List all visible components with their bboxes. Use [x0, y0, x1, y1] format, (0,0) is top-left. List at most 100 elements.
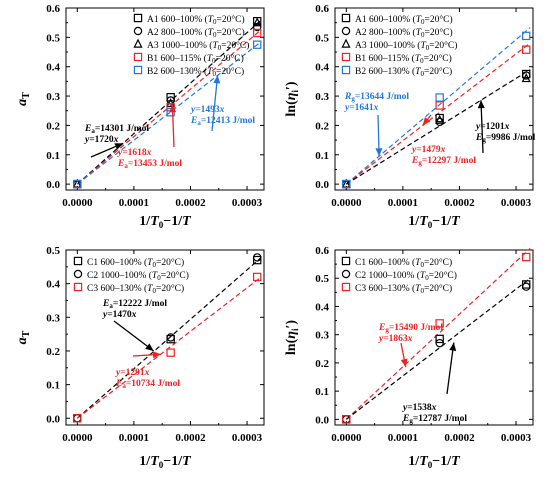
data-point — [521, 73, 531, 83]
annotation-arrowhead — [145, 343, 154, 351]
y-axis-label: aT — [15, 92, 32, 106]
annotation-text: y=1291x — [115, 368, 150, 378]
annotation-arrowhead — [114, 143, 124, 150]
annotation-text: Ea=14301 J/mol — [84, 124, 149, 135]
y-tick-label: 0.0 — [46, 179, 60, 191]
x-tick-label: 0.0000 — [331, 197, 362, 209]
x-tick-label: 0.0003 — [232, 197, 263, 209]
annotation-arrow — [480, 100, 484, 154]
data-point — [252, 17, 262, 27]
y-tick-label: 0.0 — [315, 414, 329, 426]
y-tick-label: 0.1 — [315, 386, 329, 398]
legend-entry: B2 600–130% (T0=20°C) — [147, 66, 244, 78]
fit-line — [76, 41, 262, 185]
legend-marker — [133, 38, 143, 48]
plot-frame — [334, 249, 534, 426]
legend-entry: C1 600–100% (T0=20°C) — [355, 257, 452, 269]
data-point — [253, 22, 262, 32]
annotation-arrowhead — [169, 104, 177, 113]
annotation-text: Rg=13644 J/mol — [344, 92, 409, 103]
data-point — [435, 319, 444, 328]
legend-entry: A3 1000–100% (T0=20°C) — [355, 40, 457, 52]
fit-line — [345, 277, 531, 420]
fit-line — [345, 42, 531, 185]
legend-marker — [341, 38, 351, 48]
y-tick-label: 0.4 — [315, 62, 329, 74]
annotation-text: Eg=15490 J/mol — [378, 323, 443, 334]
x-tick-label: 0.0003 — [501, 197, 532, 209]
chart-panel-1: 0.0000 0.0001 0.0002 0.0003 0.0 0.1 0.2 0.3 0.4 0… — [15, 3, 265, 230]
x-tick-label: 0.0000 — [331, 432, 362, 444]
data-point — [342, 179, 351, 189]
x-tick-label: 0.0001 — [119, 432, 149, 444]
data-point — [522, 45, 531, 54]
legend-entry: B1 600–115% (T0=20°C) — [355, 53, 452, 65]
y-tick-label: 0.1 — [315, 150, 329, 162]
fit-line — [76, 257, 262, 419]
legend-entry: A2 800–100% (T0=20°C) — [147, 27, 245, 39]
legend-marker — [73, 269, 83, 279]
annotation-text: Eg=12787 J/mol — [402, 414, 467, 425]
legend-marker — [341, 26, 351, 36]
data-point — [73, 179, 82, 189]
y-tick-label: 0.5 — [315, 273, 329, 285]
data-point — [166, 348, 175, 357]
y-tick-label: 0.0 — [315, 179, 329, 191]
x-tick-label: 0.0000 — [62, 197, 93, 209]
data-point — [166, 97, 176, 108]
y-tick-label: 0.1 — [46, 380, 60, 392]
y-tick-label: 0.2 — [46, 120, 60, 132]
legend-marker — [341, 282, 351, 292]
x-tick-label: 0.0002 — [444, 197, 475, 209]
fit-line — [345, 27, 531, 185]
data-point — [435, 338, 444, 348]
data-point — [522, 280, 531, 289]
y-tick-label: 0.2 — [315, 358, 329, 370]
fit-line — [345, 248, 531, 420]
annotation-text: y=1201x — [475, 122, 510, 132]
data-point — [253, 28, 262, 38]
plot-frame — [65, 249, 265, 426]
data-point — [253, 255, 262, 265]
legend-marker — [341, 269, 351, 279]
data-point — [522, 31, 531, 41]
data-point — [435, 334, 444, 344]
y-tick-label: 0.4 — [46, 279, 60, 291]
annotation-text: Eg=12297 J/mol — [411, 156, 476, 167]
y-axis-label: ln(ηi′) — [284, 81, 300, 116]
fit-line — [76, 276, 262, 419]
x-tick-label: 0.0001 — [119, 197, 149, 209]
legend-marker — [133, 26, 143, 36]
y-tick-label: 0.5 — [46, 245, 60, 257]
legend-entry: C3 600–130% (T0=20°C) — [355, 283, 452, 295]
legend-marker — [341, 52, 351, 62]
chart-panel-2: 0.0000 0.0001 0.0002 0.0003 0.0 0.1 0.2 0.3 0.4 0… — [284, 3, 536, 230]
x-tick-label: 0.0001 — [388, 197, 418, 209]
annotation-text: y=1479x — [411, 145, 446, 155]
data-point — [166, 333, 175, 342]
y-tick-label: 0.3 — [46, 91, 60, 103]
y-tick-label: 0.5 — [46, 32, 60, 44]
y-tick-label: 0.6 — [315, 3, 329, 15]
data-point — [253, 253, 262, 262]
annotation-text: y=1470x — [102, 310, 137, 320]
y-tick-label: 0.3 — [315, 330, 329, 342]
annotation-arrow — [211, 75, 219, 132]
annotation-arrowhead — [152, 351, 162, 359]
legend-entry: C3 600–130% (T0=20°C) — [87, 283, 184, 295]
legend-marker — [133, 13, 143, 23]
x-axis-label: 1/T0−1/T — [408, 214, 461, 230]
annotation-arrow — [113, 320, 155, 352]
annotation-text: Ea=13453 J/mol — [117, 159, 182, 170]
data-point — [435, 114, 445, 124]
x-tick-label: 0.0002 — [175, 197, 206, 209]
legend-entry: A3 1000–100% (T0=20°C) — [147, 40, 249, 52]
annotation-text: y=1720x — [84, 135, 119, 145]
data-point — [435, 93, 444, 102]
data-point — [166, 93, 175, 102]
annotation-text: Ea=12222 J/mol — [102, 299, 167, 310]
x-tick-label: 0.0000 — [62, 432, 93, 444]
annotation-arrowhead — [375, 148, 383, 157]
x-axis-label: 1/T0−1/T — [139, 454, 192, 470]
